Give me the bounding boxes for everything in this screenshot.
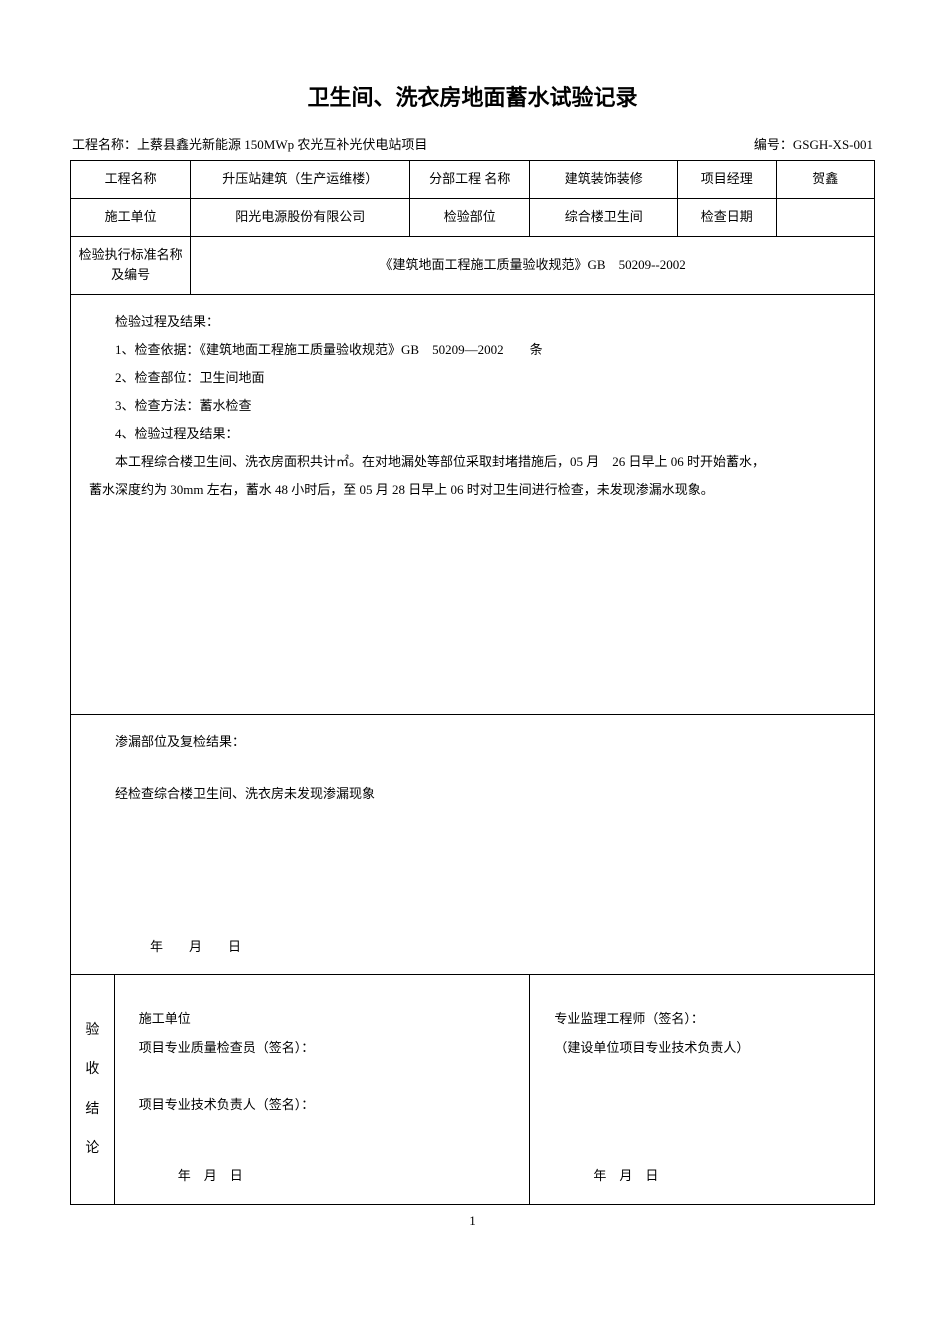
project-value: 上蔡县鑫光新能源 150MWp 农光互补光伏电站项目 — [137, 137, 427, 152]
sig-right-line: 专业监理工程师（签名）： — [554, 1005, 856, 1034]
table-row: 检验执行标准名称及编号 《建筑地面工程施工质量验收规范》GB 50209--20… — [71, 236, 875, 295]
sig-right-line: （建设单位项目专业技术负责人） — [554, 1034, 856, 1063]
recheck-body: 经检查综合楼卫生间、洗衣房未发现渗漏现象 — [89, 781, 856, 807]
cell-manager-label: 项目经理 — [678, 160, 776, 198]
cell-conclusion-label: 验收结论 — [71, 975, 115, 1205]
cell-process: 检验过程及结果： 1、检查依据：《建筑地面工程施工质量验收规范》GB 50209… — [71, 295, 875, 715]
sig-left-line: 项目专业技术负责人（签名）： — [139, 1091, 512, 1120]
cell-inspect-date-label: 检查日期 — [678, 198, 776, 236]
cell-project-name-value: 升压站建筑（生产运维楼） — [191, 160, 410, 198]
cell-project-name-label: 工程名称 — [71, 160, 191, 198]
process-line: 2、检查部位：卫生间地面 — [89, 365, 856, 391]
cell-standard-label: 检验执行标准名称及编号 — [71, 236, 191, 295]
cell-inspect-part-value: 综合楼卫生间 — [530, 198, 678, 236]
cell-contractor-label: 施工单位 — [71, 198, 191, 236]
table-row-process: 检验过程及结果： 1、检查依据：《建筑地面工程施工质量验收规范》GB 50209… — [71, 295, 875, 715]
process-line: 3、检查方法：蓄水检查 — [89, 393, 856, 419]
page-number: 1 — [70, 1211, 875, 1232]
cell-signature-right: 专业监理工程师（签名）： （建设单位项目专业技术负责人） 年 月 日 — [530, 975, 875, 1205]
recheck-date: 年 月 日 — [111, 934, 241, 960]
process-line: 4、检验过程及结果： — [89, 421, 856, 447]
cell-standard-value: 《建筑地面工程施工质量验收规范》GB 50209--2002 — [191, 236, 875, 295]
cell-subproject-label: 分部工程 名称 — [410, 160, 530, 198]
process-body: 蓄水深度约为 30mm 左右，蓄水 48 小时后，至 05 月 28 日早上 0… — [89, 477, 856, 503]
serial-label: 编号： — [754, 137, 793, 152]
cell-subproject-value: 建筑装饰装修 — [530, 160, 678, 198]
table-row-recheck: 渗漏部位及复检结果： 经检查综合楼卫生间、洗衣房未发现渗漏现象 年 月 日 — [71, 715, 875, 975]
cell-signature-left: 施工单位 项目专业质量检查员（签名）： 项目专业技术负责人（签名）： 年 月 日 — [114, 975, 530, 1205]
record-table: 工程名称 升压站建筑（生产运维楼） 分部工程 名称 建筑装饰装修 项目经理 贺鑫… — [70, 160, 875, 1205]
table-row-conclusion: 验收结论 施工单位 项目专业质量检查员（签名）： 项目专业技术负责人（签名）： … — [71, 975, 875, 1205]
cell-inspect-part-label: 检验部位 — [410, 198, 530, 236]
project-name: 工程名称：上蔡县鑫光新能源 150MWp 农光互补光伏电站项目 — [72, 135, 427, 156]
recheck-heading: 渗漏部位及复检结果： — [89, 729, 856, 755]
cell-manager-value: 贺鑫 — [776, 160, 875, 198]
process-line: 1、检查依据：《建筑地面工程施工质量验收规范》GB 50209—2002 条 — [89, 337, 856, 363]
process-heading: 检验过程及结果： — [89, 309, 856, 335]
serial-number: 编号：GSGH-XS-001 — [754, 135, 873, 156]
cell-inspect-date-value — [776, 198, 875, 236]
sig-left-line: 施工单位 — [139, 1005, 512, 1034]
process-body: 本工程综合楼卫生间、洗衣房面积共计㎡。在对地漏处等部位采取封堵措施后，05 月 … — [89, 449, 856, 475]
table-row: 施工单位 阳光电源股份有限公司 检验部位 综合楼卫生间 检查日期 — [71, 198, 875, 236]
table-row: 工程名称 升压站建筑（生产运维楼） 分部工程 名称 建筑装饰装修 项目经理 贺鑫 — [71, 160, 875, 198]
cell-contractor-value: 阳光电源股份有限公司 — [191, 198, 410, 236]
header-row: 工程名称：上蔡县鑫光新能源 150MWp 农光互补光伏电站项目 编号：GSGH-… — [70, 135, 875, 156]
document-title: 卫生间、洗衣房地面蓄水试验记录 — [70, 80, 875, 115]
serial-value: GSGH-XS-001 — [793, 137, 873, 152]
sig-left-date: 年 月 日 — [165, 1162, 243, 1191]
sig-left-line: 项目专业质量检查员（签名）： — [139, 1034, 512, 1063]
cell-recheck: 渗漏部位及复检结果： 经检查综合楼卫生间、洗衣房未发现渗漏现象 年 月 日 — [71, 715, 875, 975]
sig-right-date: 年 月 日 — [580, 1162, 658, 1191]
project-label: 工程名称： — [72, 137, 137, 152]
